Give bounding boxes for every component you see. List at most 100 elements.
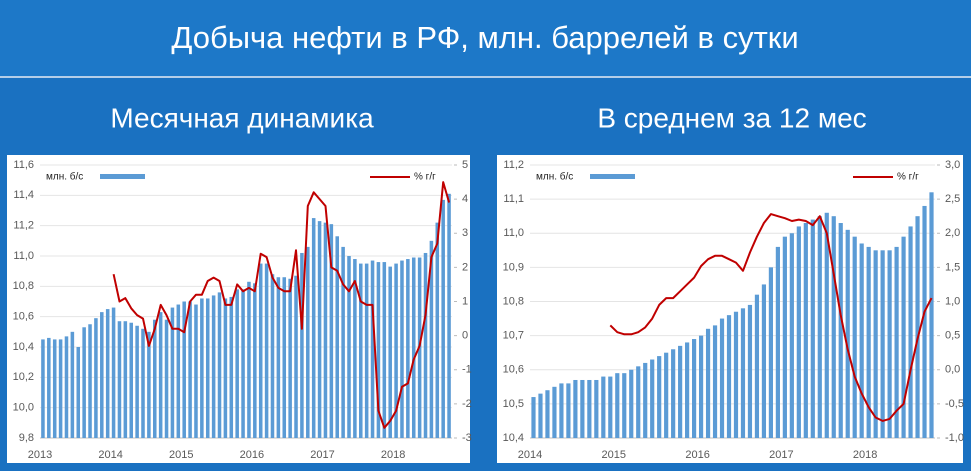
bar	[276, 277, 281, 438]
y2-tick-label: 0,5	[945, 330, 960, 342]
header-band	[0, 0, 971, 76]
bar	[866, 246, 871, 438]
bar	[629, 369, 634, 438]
bar	[726, 315, 732, 438]
bar	[615, 373, 620, 438]
chart-title: В среднем за 12 мес	[597, 102, 866, 133]
bar	[768, 267, 773, 438]
bar	[294, 275, 298, 438]
bar	[643, 362, 648, 438]
y2-tick-label: 0	[462, 330, 468, 342]
bar	[650, 359, 655, 438]
line	[609, 213, 933, 422]
y2-tick-label: 2	[462, 261, 468, 273]
bar	[158, 312, 163, 438]
y2-tick-label: -2	[462, 398, 472, 410]
y-tick-label: 10,0	[13, 402, 34, 414]
y2-tick-label: -1	[462, 364, 472, 376]
bar	[335, 236, 339, 438]
bar	[411, 257, 416, 438]
bar	[300, 252, 304, 438]
bar	[636, 366, 641, 438]
bar	[796, 226, 801, 438]
bar	[235, 289, 239, 438]
bar	[253, 283, 257, 438]
x-tick-label: 2018	[381, 449, 405, 461]
bar	[559, 383, 564, 438]
bar	[545, 390, 550, 438]
bar	[789, 233, 794, 438]
bar	[329, 224, 334, 438]
y-tick-label: 10,7	[503, 330, 524, 342]
legend-swatch	[590, 174, 635, 179]
bar	[229, 296, 234, 438]
bar	[282, 277, 287, 438]
bar	[135, 325, 139, 438]
bar	[188, 301, 192, 438]
bar	[111, 307, 116, 438]
bar	[657, 356, 662, 438]
bar	[901, 236, 906, 438]
bar	[58, 339, 63, 438]
bar	[845, 229, 850, 438]
legend-label: % г/г	[897, 172, 919, 183]
legend-label: млн. б/с	[46, 171, 83, 183]
y-tick-label: 10,6	[503, 364, 524, 376]
y2-tick-label: 5	[462, 159, 468, 171]
y-tick-label: 11,0	[13, 250, 34, 262]
bar	[105, 309, 110, 438]
bar	[678, 345, 683, 438]
bar	[311, 218, 316, 438]
bar	[908, 226, 913, 438]
y-tick-label: 11,2	[13, 220, 34, 232]
page-title: Добыча нефти в РФ, млн. баррелей в сутки	[171, 20, 798, 55]
bar	[671, 349, 676, 438]
y-tick-label: 10,4	[13, 341, 34, 353]
x-tick-label: 2014	[98, 449, 122, 461]
bar	[182, 301, 186, 438]
bar	[258, 263, 263, 438]
y-tick-label: 11,1	[503, 193, 524, 205]
bar	[838, 223, 843, 438]
bar	[264, 263, 269, 438]
bar	[566, 383, 571, 438]
bar	[241, 289, 245, 438]
bar	[852, 236, 857, 438]
bar	[587, 379, 592, 438]
bar	[859, 243, 864, 438]
y-tick-label: 11,4	[13, 189, 34, 201]
y-tick-label: 11,2	[503, 159, 524, 171]
bar	[423, 252, 428, 438]
bar	[622, 373, 627, 438]
bar	[400, 260, 404, 438]
line	[112, 181, 451, 429]
bar	[76, 347, 81, 438]
y-tick-label: 10,8	[503, 295, 524, 307]
bar	[194, 304, 198, 438]
bar	[775, 246, 780, 438]
bar	[441, 199, 445, 438]
y2-tick-label: 1	[462, 295, 468, 307]
chart-title: Месячная динамика	[110, 102, 374, 133]
bar	[100, 312, 104, 438]
y2-tick-label: 2,5	[945, 193, 960, 205]
bar	[761, 284, 767, 438]
bar	[873, 250, 878, 438]
x-tick-label: 2017	[310, 449, 334, 461]
bar	[929, 192, 934, 438]
bar	[887, 250, 892, 438]
bar	[341, 246, 345, 438]
bar	[170, 307, 175, 438]
y2-tick-label: 2,0	[945, 227, 960, 239]
y-tick-label: 11,0	[503, 227, 524, 239]
bar	[429, 240, 434, 438]
bar	[719, 318, 725, 438]
bar	[824, 212, 829, 438]
bar	[608, 376, 613, 438]
x-tick-label: 2017	[769, 449, 793, 461]
bar	[41, 339, 45, 438]
bar	[915, 216, 920, 438]
y2-tick-label: -0,5	[945, 398, 964, 410]
bar	[447, 193, 451, 438]
y-tick-label: 9,8	[19, 432, 34, 444]
